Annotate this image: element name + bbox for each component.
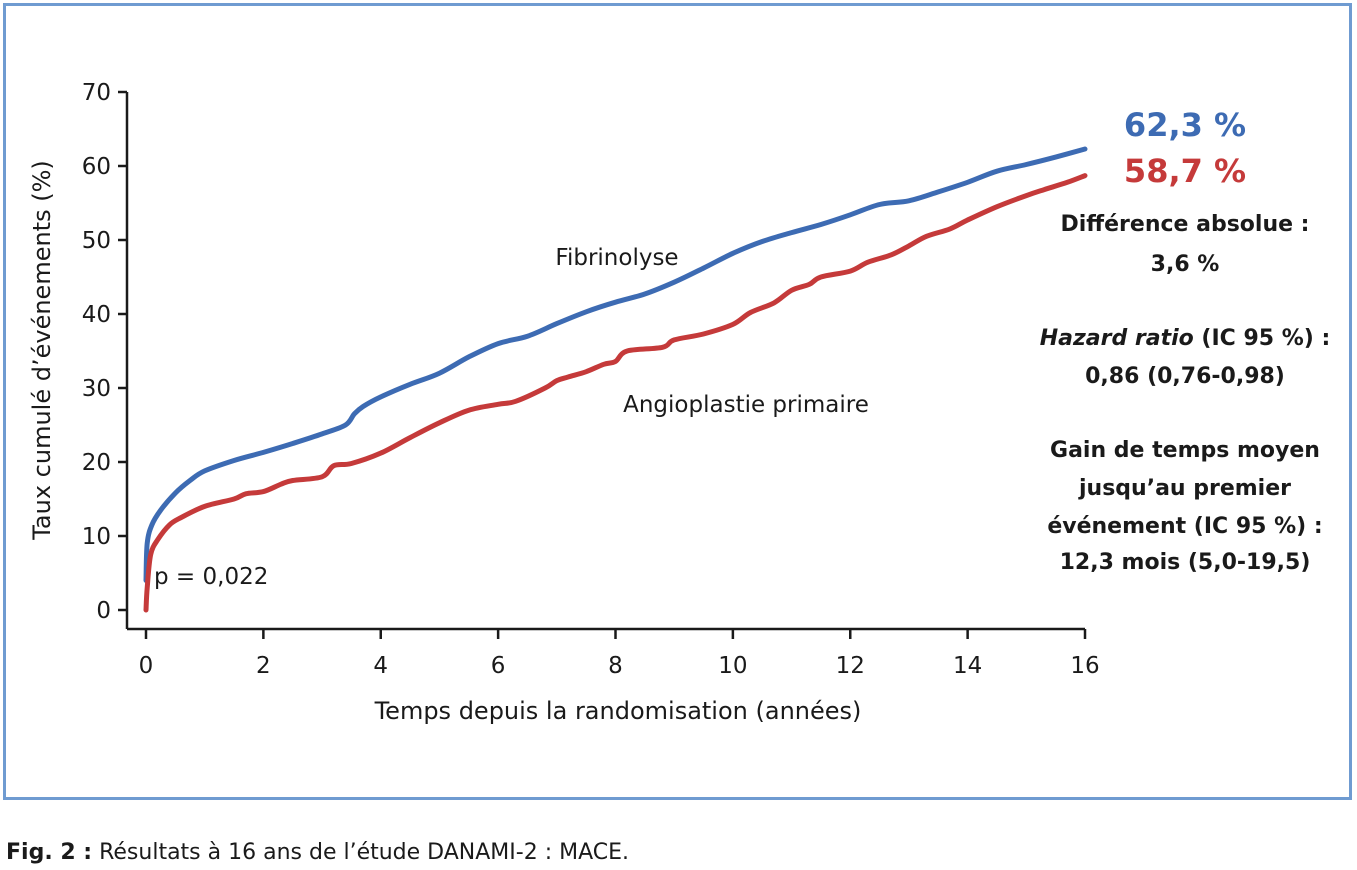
gain-line-4: 12,3 mois (5,0-19,5) (1059, 550, 1311, 575)
y-tick-label: 40 (82, 302, 111, 328)
x-tick-label: 4 (373, 653, 388, 679)
end-value-angioplastie: 58,7 % (1123, 152, 1247, 190)
figure-caption: Fig. 2 : Résultats à 16 ans de l’étude D… (6, 840, 629, 865)
x-tick-label: 6 (491, 653, 506, 679)
x-tick-label: 14 (953, 653, 982, 679)
x-axis-label: Temps depuis la randomisation (années) (374, 697, 862, 725)
x-tick-label: 2 (256, 653, 271, 679)
x-tick-label: 12 (836, 653, 865, 679)
x-tick-label: 8 (608, 653, 623, 679)
y-tick-label: 20 (82, 450, 111, 476)
caption-prefix: Fig. 2 : (6, 840, 93, 865)
figure-frame (3, 3, 1352, 800)
series-layer (143, 146, 1088, 613)
p-value-label: p = 0,022 (154, 564, 268, 590)
hazard-ratio-value: 0,86 (0,76-0,98) (1085, 364, 1285, 389)
series-label-fibrinolyse: Fibrinolyse (555, 245, 678, 271)
end-value-fibrinolyse: 62,3 % (1123, 106, 1247, 144)
series-label-angioplastie: Angioplastie primaire (623, 392, 869, 418)
hazard-ratio-italic: Hazard ratio (1039, 326, 1194, 351)
y-tick-label: 60 (82, 154, 111, 180)
series-line-angioplastie (143, 173, 1088, 613)
gain-line-3: événement (IC 95 %) : (1047, 514, 1323, 539)
chart: 0 10 20 30 40 50 60 70 0 2 4 6 8 10 12 14 16 Fibrinolyse… (28, 80, 1100, 725)
hazard-ratio-ci: (IC 95 %) : (1193, 326, 1331, 351)
y-tick-label: 50 (82, 228, 111, 254)
gain-line-1: Gain de temps moyen (1050, 438, 1320, 463)
y-tick-label: 30 (82, 376, 111, 402)
y-tick-label: 0 (96, 598, 111, 624)
absolute-difference-label: Différence absolue : (1060, 212, 1310, 237)
y-axis-label: Taux cumulé d’événements (%) (28, 160, 56, 541)
y-tick-label: 10 (82, 524, 111, 550)
absolute-difference-value: 3,6 % (1150, 252, 1220, 277)
x-tick-label: 0 (139, 653, 154, 679)
y-tick-label: 70 (82, 80, 111, 106)
series-line-fibrinolyse (143, 146, 1088, 583)
hazard-ratio-label: Hazard ratio (IC 95 %) : (1010, 326, 1357, 351)
caption-text: Résultats à 16 ans de l’étude DANAMI-2 :… (92, 840, 629, 865)
gain-line-2: jusqu’au premier (1079, 476, 1291, 501)
axes: 0 10 20 30 40 50 60 70 0 2 4 6 8 10 12 14 16 (82, 80, 1100, 679)
x-tick-label: 10 (718, 653, 747, 679)
x-tick-label: 16 (1070, 653, 1099, 679)
